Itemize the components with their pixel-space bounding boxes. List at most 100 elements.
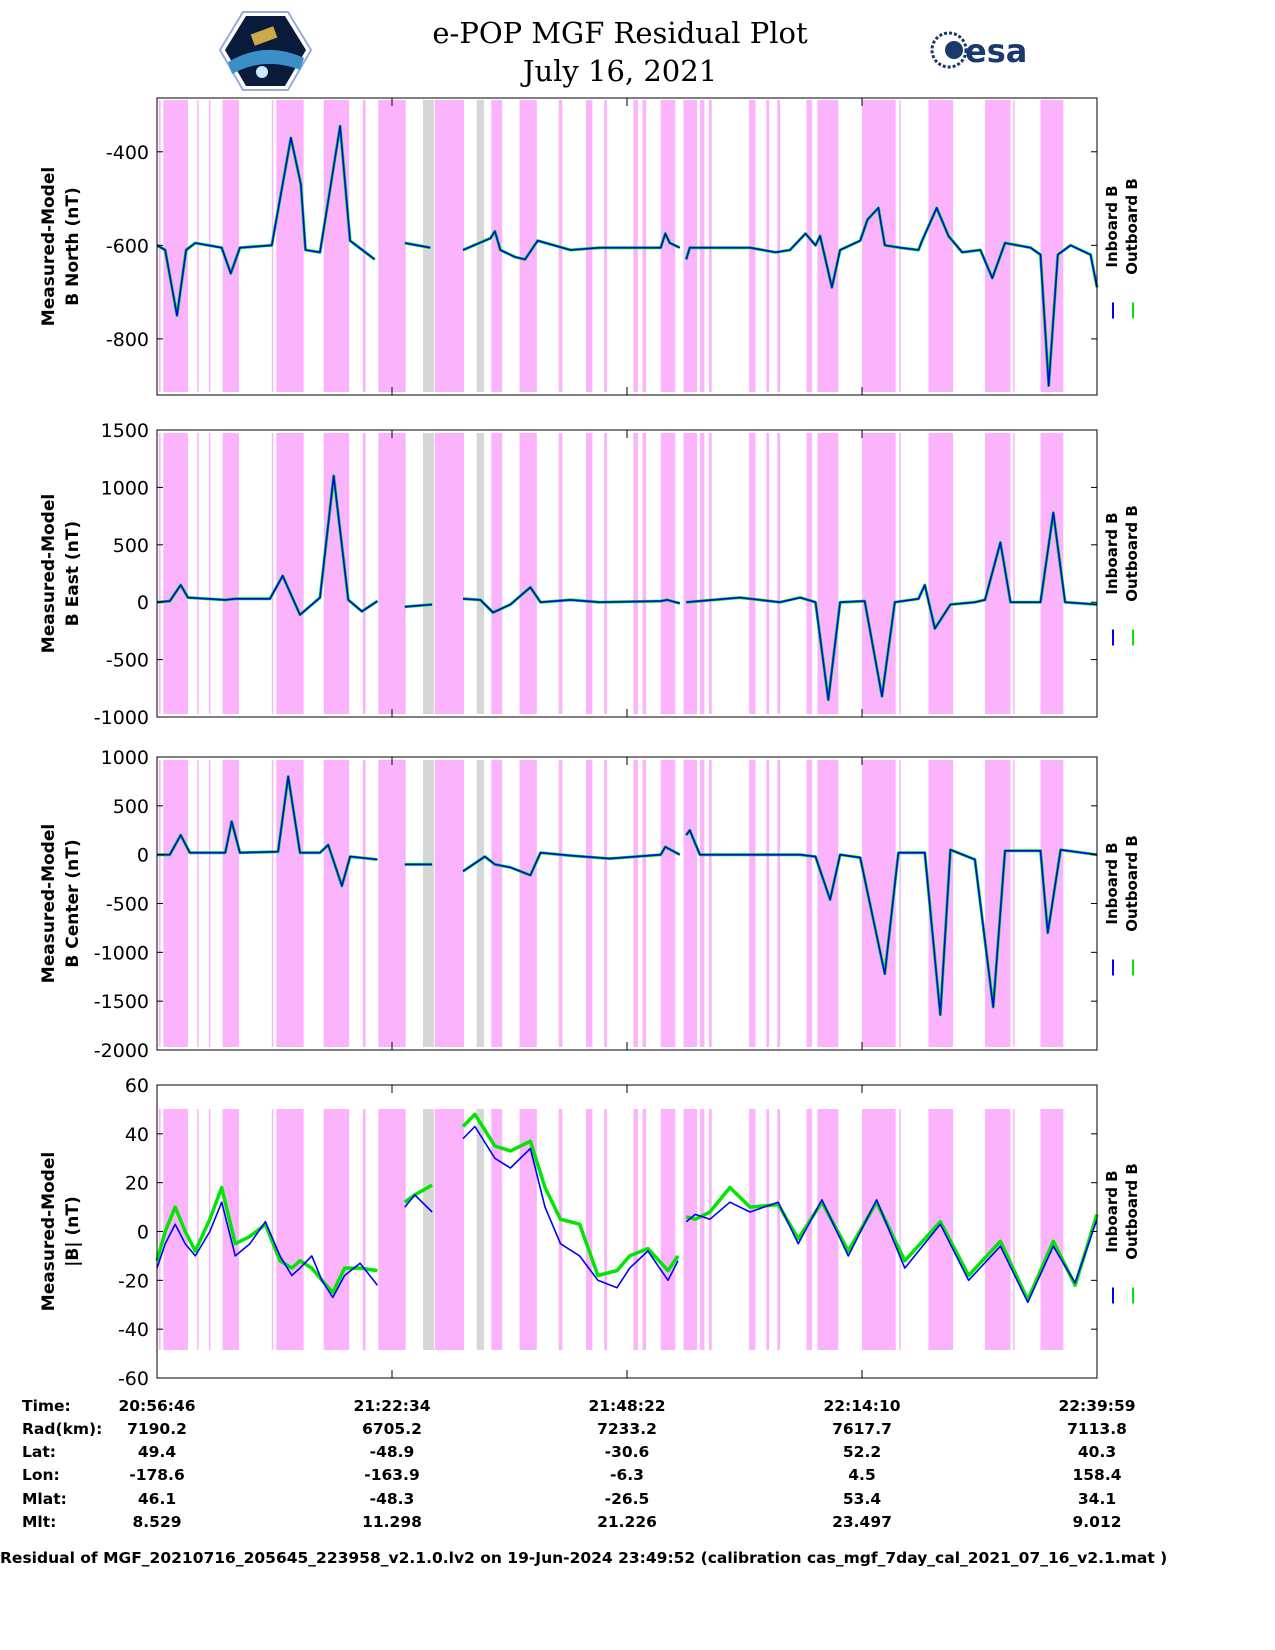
y-tick-label: -1000: [94, 942, 149, 964]
band-pink: [323, 1109, 350, 1350]
outboard-series-line: [461, 1112, 680, 1278]
band-pink: [378, 100, 406, 392]
band-pink: [1040, 100, 1064, 392]
footer-caption: Residual of MGF_20210716_205645_223958_v…: [0, 1549, 1167, 1567]
info-row-label: Mlt:: [22, 1513, 56, 1531]
y-tick-label: 60: [125, 1075, 149, 1097]
band-pink: [708, 433, 712, 714]
band-pink: [1040, 1109, 1064, 1350]
band-pink: [766, 100, 770, 392]
info-row-label: Lat:: [22, 1443, 56, 1461]
inboard-series-line: [156, 475, 378, 616]
band-pink: [699, 1109, 705, 1350]
info-cell: 22:39:59: [1058, 1397, 1135, 1415]
inboard-series-line: [685, 1199, 1098, 1304]
band-pink: [899, 1109, 901, 1350]
esa-logo: esa: [930, 31, 1027, 70]
y-tick-label: -40: [118, 1319, 149, 1341]
y-tick-label: -500: [106, 650, 149, 672]
band-pink: [197, 1109, 199, 1350]
band-pink: [683, 760, 698, 1047]
band-pink: [899, 760, 901, 1047]
band-gray: [422, 760, 434, 1047]
info-cell: 7113.8: [1067, 1420, 1127, 1438]
band-pink: [862, 760, 896, 1047]
info-cell: 23.497: [832, 1513, 892, 1531]
y-axis-label: |B| (nT): [63, 1196, 83, 1267]
band-pink: [163, 100, 188, 392]
legend-inboard-label: Inboard B: [1103, 1170, 1121, 1252]
band-pink: [271, 1109, 274, 1350]
band-pink: [558, 1109, 563, 1350]
band-pink: [197, 433, 199, 714]
y-axis-label: B Center (nT): [63, 839, 83, 967]
info-cell: 9.012: [1072, 1513, 1121, 1531]
band-pink: [491, 760, 503, 1047]
band-pink: [163, 433, 188, 714]
info-cell: 21.226: [597, 1513, 657, 1531]
band-pink: [434, 433, 464, 714]
band-pink: [699, 760, 705, 1047]
band-pink: [1013, 760, 1015, 1047]
info-cell: 6705.2: [362, 1420, 422, 1438]
info-cell: -26.5: [605, 1490, 650, 1508]
band-pink: [1040, 433, 1064, 714]
band-pink: [984, 100, 1011, 392]
band-pink: [491, 1109, 503, 1350]
band-pink: [683, 433, 698, 714]
band-gray: [422, 1109, 434, 1350]
info-row-label: Time:: [22, 1397, 71, 1415]
info-cell: 49.4: [138, 1443, 176, 1461]
info-cell: 52.2: [843, 1443, 881, 1461]
band-pink: [660, 100, 676, 392]
inboard-series-line: [404, 1194, 433, 1213]
band-pink: [806, 433, 812, 714]
inboard-series-line: [404, 603, 433, 608]
band-pink: [633, 433, 638, 714]
band-pink: [984, 1109, 1011, 1350]
band-pink: [683, 1109, 698, 1350]
band-pink: [817, 433, 839, 714]
band-pink: [276, 760, 304, 1047]
panel-2: 1500 1000 500 0 -500 -1000 Measured-Model B Eas…: [39, 420, 1141, 729]
info-cell: 7233.2: [597, 1420, 657, 1438]
info-cell: -30.6: [605, 1443, 650, 1461]
y-tick-label: -20: [118, 1270, 149, 1292]
y-tick-label: -800: [106, 329, 149, 351]
legend-outboard-label: Outboard B: [1123, 835, 1141, 932]
y-tick-label: 0: [137, 1222, 149, 1244]
info-row-label: Mlat:: [22, 1490, 67, 1508]
band-pink: [899, 100, 901, 392]
inboard-series-line: [685, 207, 1098, 387]
y-tick-label: 500: [113, 535, 149, 557]
band-pink: [604, 760, 607, 1047]
band-pink: [362, 1109, 366, 1350]
band-pink: [633, 1109, 638, 1350]
y-tick-label: 1000: [101, 747, 149, 769]
band-pink: [899, 433, 901, 714]
y-tick-label: -60: [118, 1368, 149, 1390]
legend-outboard-label: Outboard B: [1123, 505, 1141, 602]
cassiope-logo: [218, 11, 313, 91]
info-cell: 11.298: [362, 1513, 422, 1531]
band-pink: [777, 760, 781, 1047]
band-pink: [158, 1109, 161, 1350]
band-pink: [806, 760, 812, 1047]
band-pink: [633, 100, 638, 392]
info-cell: 20:56:46: [118, 1397, 195, 1415]
panel-4: 60 40 20 0 -20 -40 -60 Measured-Model |B| (nT) In…: [39, 1075, 1141, 1390]
band-gray: [476, 1109, 484, 1350]
y-axis-label: Measured-Model: [39, 167, 59, 326]
band-pink: [434, 100, 464, 392]
band-gray: [476, 433, 484, 714]
band-pink: [749, 100, 756, 392]
band-pink: [271, 433, 274, 714]
info-cell: -48.9: [370, 1443, 415, 1461]
band-pink: [586, 1109, 593, 1350]
band-pink: [633, 760, 638, 1047]
legend-inboard-label: Inboard B: [1103, 185, 1121, 267]
inboard-series-line: [156, 1201, 379, 1299]
band-pink: [984, 760, 1011, 1047]
band-pink: [586, 760, 593, 1047]
info-cell: 7617.7: [832, 1420, 892, 1438]
